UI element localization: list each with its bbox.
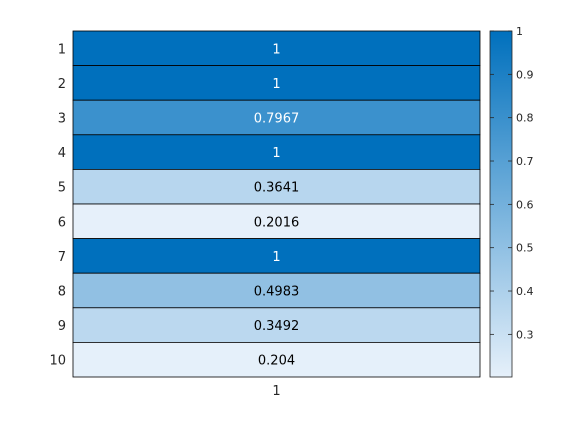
column-tick-labels: 1 [272,384,280,399]
cell-value-label: 1 [272,42,280,57]
colorbar: 0.3 0.4 0.5 0.6 0.7 0.8 0.9 1 [489,25,534,378]
colorbar-tick-label: 1 [516,25,523,38]
cell-value-label: 0.3641 [254,181,300,196]
colorbar-tick-label: 0.4 [516,285,534,298]
cell-value-label: 1 [272,146,280,161]
row-tick-label: 2 [58,77,66,92]
heatmap-cell [72,65,481,101]
cell-value-label: 1 [272,250,280,265]
colorbar-tick-label: 0.6 [516,198,534,211]
heatmap-cell [72,99,481,136]
cell-value-label: 0.204 [258,354,295,369]
row-tick-label: 5 [58,181,66,196]
cell-value-label: 0.4983 [254,285,300,300]
colorbar-tick-label: 0.8 [516,112,534,125]
cell-value-label: 0.7967 [254,112,300,127]
heatmap-cell [72,272,481,309]
heatmap-cell [72,30,481,66]
heatmap-cell [72,168,481,205]
row-tick-label: 7 [58,250,66,265]
row-tick-label: 4 [58,146,66,161]
row-tick-labels: 1 2 3 4 5 6 7 8 9 10 [49,42,66,368]
cell-value-label: 0.3492 [254,319,300,334]
heatmap-cell [72,203,481,239]
row-tick-label: 8 [58,285,66,300]
colorbar-tick-label: 0.7 [516,155,534,168]
colorbar-tick-label: 0.5 [516,242,534,255]
cell-value-label: 0.2016 [254,215,300,230]
cell-value-label: 1 [272,77,280,92]
column-tick-label: 1 [272,384,280,399]
row-tick-label: 6 [58,215,66,230]
row-tick-label: 10 [49,354,66,369]
row-tick-label: 9 [58,319,66,334]
row-tick-label: 1 [58,42,66,57]
heatmap-cell [72,341,481,378]
colorbar-tick-label: 0.3 [516,328,534,341]
heatmap-cell [72,134,481,170]
colorbar-tick-label: 0.9 [516,68,534,81]
heatmap-cells: 1 1 0.7967 1 0.3641 0.2016 1 0.4983 0.3492 0.204 [72,30,481,378]
row-tick-label: 3 [58,112,66,127]
